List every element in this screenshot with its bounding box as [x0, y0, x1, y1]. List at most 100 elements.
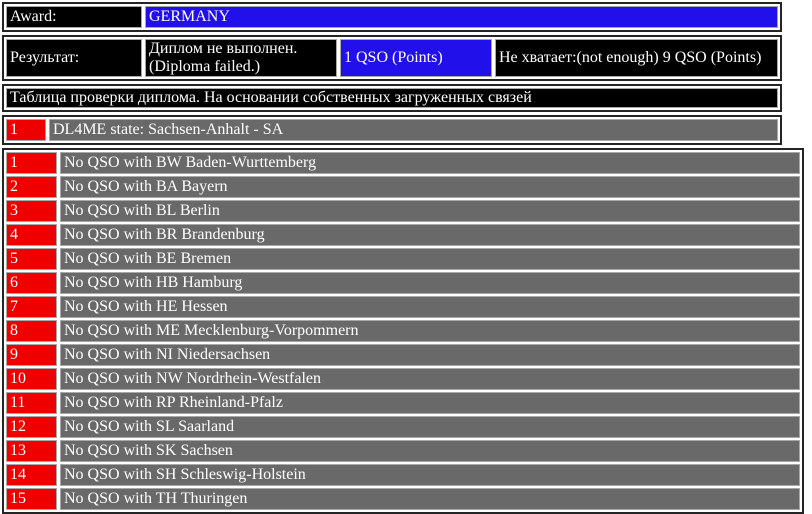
result-missing-cell: Не хватает:(not enough) 9 QSO (Points) — [495, 39, 778, 77]
missing-qso-row: 15 No QSO with TH Thuringen — [6, 488, 800, 510]
summary-row-table: 1 DL4ME state: Sachsen-Anhalt - SA — [2, 115, 782, 145]
row-number-cell: 13 — [6, 440, 57, 462]
summary-row-text-cell: DL4ME state: Sachsen-Anhalt - SA — [49, 119, 778, 141]
row-number: 11 — [10, 394, 26, 411]
row-text: No QSO with SH Schleswig-Holstein — [64, 466, 306, 483]
row-number: 10 — [10, 370, 26, 387]
row-text: No QSO with NW Nordrhein-Westfalen — [64, 370, 322, 387]
row-number: 2 — [10, 178, 18, 195]
result-missing: Не хватает:(not enough) 9 QSO (Points) — [499, 49, 762, 66]
row-text: No QSO with BL Berlin — [64, 202, 220, 219]
missing-qso-row: 9 No QSO with NI Niedersachsen — [6, 344, 800, 366]
row-number-cell: 4 — [6, 224, 57, 246]
result-label: Результат: — [10, 49, 80, 66]
missing-qso-list: 1 No QSO with BW Baden-Wurttemberg 2 No … — [2, 148, 804, 514]
row-text: No QSO with HB Hamburg — [64, 274, 243, 291]
row-text-cell: No QSO with BE Bremen — [60, 248, 800, 270]
row-text-cell: No QSO with SK Sachsen — [60, 440, 800, 462]
row-number: 1 — [10, 154, 18, 171]
result-status-cell: Диплом не выполнен. (Diploma failed.) — [145, 39, 337, 77]
row-number-cell: 11 — [6, 392, 57, 414]
row-text-cell: No QSO with ME Mecklenburg-Vorpommern — [60, 320, 800, 342]
row-text-cell: No QSO with BA Bayern — [60, 176, 800, 198]
row-text: No QSO with SK Sachsen — [64, 442, 233, 459]
row-number-cell: 8 — [6, 320, 57, 342]
summary-row-number: 1 — [10, 121, 18, 138]
result-status: Диплом не выполнен. (Diploma failed.) — [149, 40, 297, 76]
missing-qso-row: 3 No QSO with BL Berlin — [6, 200, 800, 222]
award-label-cell: Award: — [6, 6, 142, 28]
row-number: 7 — [10, 298, 18, 315]
row-number: 5 — [10, 250, 18, 267]
row-text-cell: No QSO with SH Schleswig-Holstein — [60, 464, 800, 486]
missing-qso-row: 5 No QSO with BE Bremen — [6, 248, 800, 270]
row-text: No QSO with TH Thuringen — [64, 490, 248, 507]
missing-qso-row: 12 No QSO with SL Saarland — [6, 416, 800, 438]
missing-qso-row: 2 No QSO with BA Bayern — [6, 176, 800, 198]
result-points-cell: 1 QSO (Points) — [340, 39, 492, 77]
row-text: No QSO with ME Mecklenburg-Vorpommern — [64, 322, 359, 339]
row-text: No QSO with BA Bayern — [64, 178, 228, 195]
row-number: 13 — [10, 442, 26, 459]
missing-qso-row: 10 No QSO with NW Nordrhein-Westfalen — [6, 368, 800, 390]
row-text-cell: No QSO with TH Thuringen — [60, 488, 800, 510]
row-number-cell: 1 — [6, 152, 57, 174]
row-text: No QSO with BE Bremen — [64, 250, 232, 267]
missing-qso-row: 14 No QSO with SH Schleswig-Holstein — [6, 464, 800, 486]
row-text-cell: No QSO with NW Nordrhein-Westfalen — [60, 368, 800, 390]
row-text: No QSO with NI Niedersachsen — [64, 346, 271, 363]
row-number: 9 — [10, 346, 18, 363]
row-text-cell: No QSO with SL Saarland — [60, 416, 800, 438]
result-points: 1 QSO (Points) — [344, 49, 443, 66]
row-text: No QSO with BR Brandenburg — [64, 226, 265, 243]
row-number-cell: 12 — [6, 416, 57, 438]
row-number: 3 — [10, 202, 18, 219]
check-table-title-cell: Таблица проверки диплома. На основании с… — [6, 88, 778, 108]
check-table-title-bar: Таблица проверки диплома. На основании с… — [2, 84, 782, 112]
result-status-line2: (Diploma failed.) — [149, 58, 261, 75]
row-text-cell: No QSO with BL Berlin — [60, 200, 800, 222]
award-value-cell: GERMANY — [145, 6, 778, 28]
missing-qso-row: 11 No QSO with RP Rheinland-Pfalz — [6, 392, 800, 414]
summary-row-text: DL4ME state: Sachsen-Anhalt - SA — [53, 121, 284, 138]
missing-qso-row: 8 No QSO with ME Mecklenburg-Vorpommern — [6, 320, 800, 342]
missing-qso-row: 1 No QSO with BW Baden-Wurttemberg — [6, 152, 800, 174]
row-number-cell: 5 — [6, 248, 57, 270]
row-text-cell: No QSO with HE Hessen — [60, 296, 800, 318]
missing-qso-row: 6 No QSO with HB Hamburg — [6, 272, 800, 294]
award-header-table: Award: GERMANY — [2, 2, 782, 32]
row-number-cell: 7 — [6, 296, 57, 318]
row-number-cell: 3 — [6, 200, 57, 222]
row-number-cell: 10 — [6, 368, 57, 390]
row-text-cell: No QSO with HB Hamburg — [60, 272, 800, 294]
row-text-cell: No QSO with BR Brandenburg — [60, 224, 800, 246]
row-text-cell: No QSO with NI Niedersachsen — [60, 344, 800, 366]
row-number-cell: 2 — [6, 176, 57, 198]
row-text: No QSO with RP Rheinland-Pfalz — [64, 394, 283, 411]
result-label-cell: Результат: — [6, 39, 142, 77]
row-text-cell: No QSO with BW Baden-Wurttemberg — [60, 152, 800, 174]
row-text: No QSO with BW Baden-Wurttemberg — [64, 154, 317, 171]
row-number: 14 — [10, 466, 26, 483]
missing-qso-row: 4 No QSO with BR Brandenburg — [6, 224, 800, 246]
row-number: 4 — [10, 226, 18, 243]
check-table-title: Таблица проверки диплома. На основании с… — [10, 89, 532, 106]
missing-qso-row: 13 No QSO with SK Sachsen — [6, 440, 800, 462]
row-number: 12 — [10, 418, 26, 435]
row-number-cell: 6 — [6, 272, 57, 294]
row-text: No QSO with HE Hessen — [64, 298, 228, 315]
summary-row-number-cell: 1 — [6, 119, 46, 141]
result-status-line1: Диплом не выполнен. — [149, 40, 298, 57]
row-number-cell: 14 — [6, 464, 57, 486]
row-text-cell: No QSO with RP Rheinland-Pfalz — [60, 392, 800, 414]
missing-qso-row: 7 No QSO with HE Hessen — [6, 296, 800, 318]
row-number: 15 — [10, 490, 26, 507]
row-number: 8 — [10, 322, 18, 339]
row-number-cell: 15 — [6, 488, 57, 510]
row-text: No QSO with SL Saarland — [64, 418, 235, 435]
row-number: 6 — [10, 274, 18, 291]
row-number-cell: 9 — [6, 344, 57, 366]
award-label: Award: — [10, 8, 57, 25]
result-table: Результат: Диплом не выполнен. (Diploma … — [2, 35, 782, 81]
